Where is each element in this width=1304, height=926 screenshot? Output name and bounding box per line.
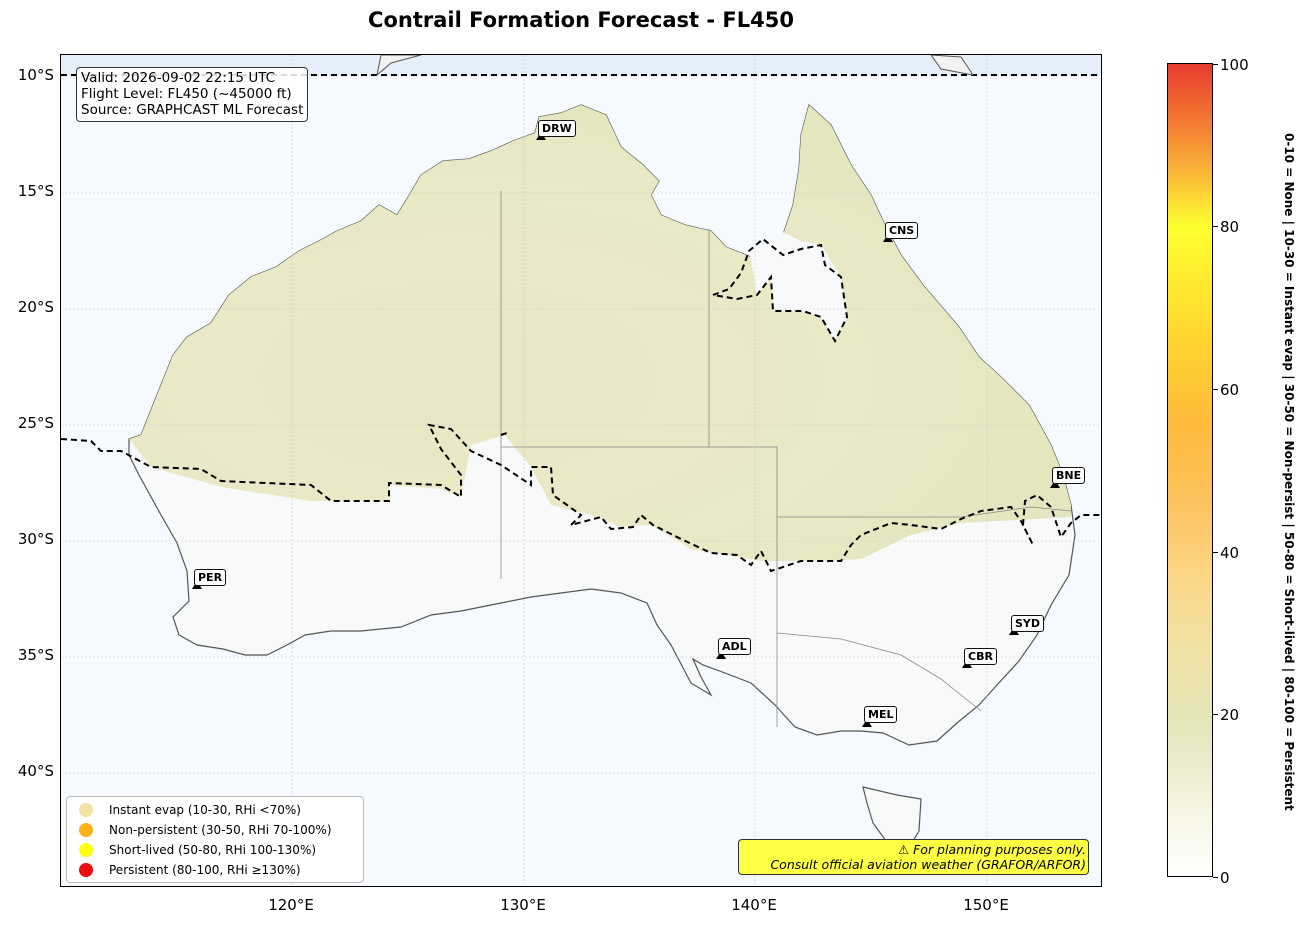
legend-label: Persistent (80-100, RHi ≥130%) [109, 863, 301, 877]
legend-label: Instant evap (10-30, RHi <70%) [109, 803, 301, 817]
colorbar-label-40: 40 [1220, 544, 1240, 562]
planning-disclaimer: ⚠ For planning purposes only. Consult of… [738, 839, 1089, 875]
city-label-drw[interactable]: DRW [538, 120, 576, 137]
lon-label-130e: 130°E [500, 896, 546, 914]
map-frame[interactable] [60, 54, 1102, 887]
disclaimer-line-1: ⚠ For planning purposes only. [898, 842, 1086, 857]
map-legend: Instant evap (10-30, RHi <70%) Non-persi… [66, 796, 364, 883]
northern-band [61, 55, 1101, 75]
lat-label-20s: 20°S [17, 298, 54, 316]
colorbar-title: 0-10 = None | 10-30 = Instant evap | 30-… [1282, 133, 1296, 811]
colorbar-tick-0 [1213, 877, 1218, 878]
lat-label-35s: 35°S [17, 646, 54, 664]
lat-label-40s: 40°S [17, 762, 54, 780]
forecast-info-box: Valid: 2026-09-02 22:15 UTC Flight Level… [76, 67, 309, 122]
flight-level: Flight Level: FL450 (~45000 ft) [81, 86, 292, 102]
legend-dot-icon [79, 843, 93, 857]
legend-dot-icon [79, 823, 93, 837]
colorbar-label-60: 60 [1220, 381, 1240, 399]
colorbar-tick-80 [1213, 226, 1218, 227]
map-title: Contrail Formation Forecast - FL450 [368, 8, 794, 32]
city-label-cbr[interactable]: CBR [964, 648, 997, 665]
legend-label: Non-persistent (30-50, RHi 70-100%) [109, 823, 332, 837]
legend-label: Short-lived (50-80, RHi 100-130%) [109, 843, 317, 857]
lat-label-25s: 25°S [17, 414, 54, 432]
colorbar-tick-60 [1213, 389, 1218, 390]
colorbar-label-20: 20 [1220, 706, 1240, 724]
lat-label-30s: 30°S [17, 530, 54, 548]
colorbar-label-100: 100 [1220, 56, 1249, 74]
lat-label-15s: 15°S [17, 182, 54, 200]
legend-item-non-persistent: Non-persistent (30-50, RHi 70-100%) [79, 821, 332, 839]
map-canvas [61, 55, 1101, 886]
lon-label-120e: 120°E [268, 896, 314, 914]
colorbar [1167, 63, 1213, 877]
city-marker-bne[interactable] [1050, 480, 1060, 488]
valid-time: Valid: 2026-09-02 22:15 UTC [81, 70, 276, 86]
contrail-zone-fill [129, 105, 1071, 561]
colorbar-tick-100 [1213, 64, 1218, 65]
lon-label-140e: 140°E [731, 896, 777, 914]
city-marker-mel[interactable] [862, 719, 872, 727]
colorbar-tick-40 [1213, 552, 1218, 553]
lat-label-10s: 10°S [17, 66, 54, 84]
colorbar-label-0: 0 [1220, 869, 1230, 887]
islands [376, 55, 975, 77]
city-label-adl[interactable]: ADL [718, 638, 751, 655]
legend-dot-icon [79, 803, 93, 817]
city-label-syd[interactable]: SYD [1011, 615, 1045, 632]
forecast-source: Source: GRAPHCAST ML Forecast [81, 102, 304, 118]
colorbar-label-80: 80 [1220, 218, 1240, 236]
legend-item-short-lived: Short-lived (50-80, RHi 100-130%) [79, 841, 316, 859]
colorbar-tick-20 [1213, 714, 1218, 715]
disclaimer-line-2: Consult official aviation weather (GRAFO… [770, 857, 1086, 872]
city-marker-adl[interactable] [716, 651, 726, 659]
city-label-bne[interactable]: BNE [1052, 467, 1086, 484]
lon-label-150e: 150°E [963, 896, 1009, 914]
legend-item-instant-evap: Instant evap (10-30, RHi <70%) [79, 801, 301, 819]
city-label-mel[interactable]: MEL [864, 706, 898, 723]
city-label-per[interactable]: PER [194, 569, 227, 586]
legend-item-persistent: Persistent (80-100, RHi ≥130%) [79, 861, 301, 879]
legend-dot-icon [79, 863, 93, 877]
low-value-hole [749, 231, 847, 341]
city-label-cns[interactable]: CNS [885, 222, 919, 239]
state-borders [500, 191, 1072, 727]
